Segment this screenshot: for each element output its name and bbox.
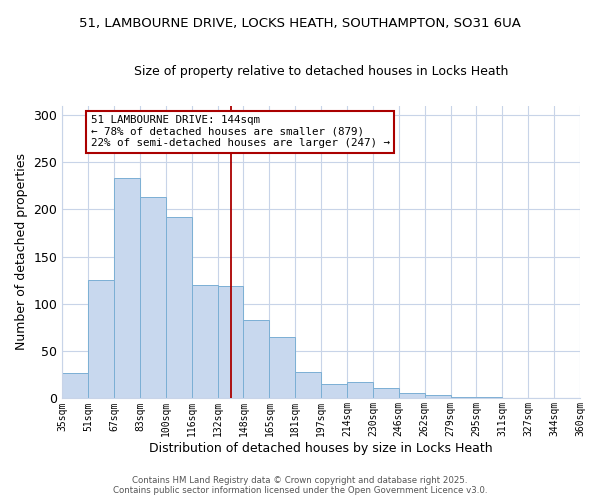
Bar bbox=[295, 372, 321, 398]
Bar bbox=[140, 197, 166, 398]
Title: Size of property relative to detached houses in Locks Heath: Size of property relative to detached ho… bbox=[134, 65, 508, 78]
Bar bbox=[347, 382, 373, 398]
Bar bbox=[321, 384, 347, 398]
Bar bbox=[114, 178, 140, 398]
Text: 51 LAMBOURNE DRIVE: 144sqm
← 78% of detached houses are smaller (879)
22% of sem: 51 LAMBOURNE DRIVE: 144sqm ← 78% of deta… bbox=[91, 115, 390, 148]
Bar bbox=[218, 286, 244, 399]
Y-axis label: Number of detached properties: Number of detached properties bbox=[15, 154, 28, 350]
Bar bbox=[166, 217, 192, 398]
Bar bbox=[269, 337, 295, 398]
X-axis label: Distribution of detached houses by size in Locks Heath: Distribution of detached houses by size … bbox=[149, 442, 493, 455]
Bar bbox=[373, 388, 399, 398]
Text: Contains HM Land Registry data © Crown copyright and database right 2025.
Contai: Contains HM Land Registry data © Crown c… bbox=[113, 476, 487, 495]
Bar bbox=[399, 392, 425, 398]
Bar bbox=[62, 373, 88, 398]
Bar bbox=[88, 280, 114, 398]
Text: 51, LAMBOURNE DRIVE, LOCKS HEATH, SOUTHAMPTON, SO31 6UA: 51, LAMBOURNE DRIVE, LOCKS HEATH, SOUTHA… bbox=[79, 18, 521, 30]
Bar bbox=[244, 320, 269, 398]
Bar bbox=[425, 394, 451, 398]
Bar bbox=[192, 285, 218, 399]
Bar bbox=[451, 396, 476, 398]
